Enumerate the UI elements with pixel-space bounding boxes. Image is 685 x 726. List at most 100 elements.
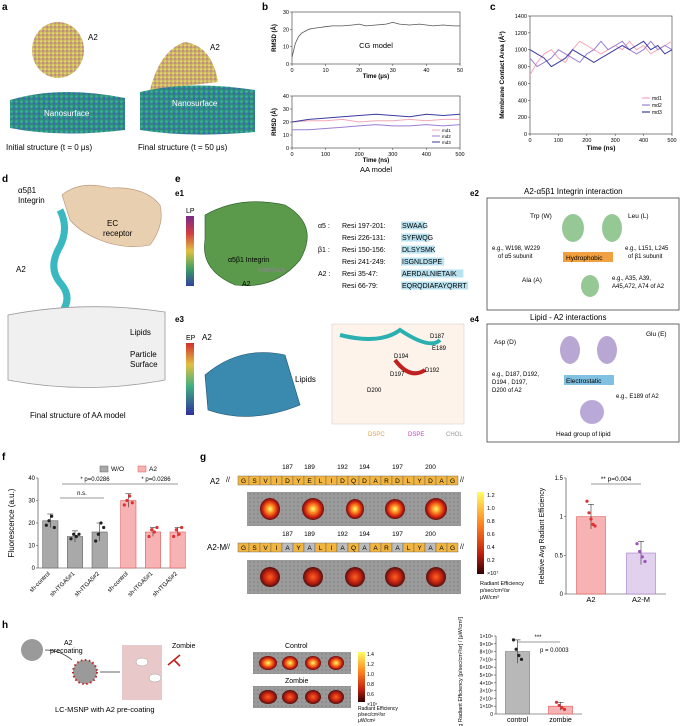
y-tick-label: 0: [286, 62, 289, 68]
legend-dspc: DSPC: [368, 432, 385, 438]
seq-letter: L: [319, 545, 323, 552]
h-scale-tick: 0.8: [367, 682, 374, 688]
seq-cell: [446, 475, 459, 486]
x-tick-label: 20: [356, 68, 362, 74]
seq-number: 197: [392, 464, 403, 471]
y-tick-label: 10: [28, 544, 35, 550]
x-tick-label: 500: [667, 138, 676, 144]
res-d194: D194: [394, 354, 409, 360]
data-point: [102, 525, 106, 530]
e2-trp-surface: [562, 214, 584, 242]
cg-rmsd-line: [291, 21, 460, 58]
data-point: [74, 534, 78, 539]
e3-a2-label: A2: [202, 333, 212, 342]
g-a2-blob-2: [302, 498, 324, 520]
panel-label-e3: e3: [175, 315, 184, 324]
residue-seq: AERDALNIETAIK: [402, 271, 457, 278]
residue-highlight: [401, 221, 425, 230]
residue-seq: ISGNLDSPE: [402, 259, 442, 266]
e2-note3b: A45,A72, A74 of A2: [612, 284, 665, 290]
y-tick-label: 30: [283, 10, 289, 16]
e1-residue-list: α5 : Resi 197-201: SWAAG Resi 226-131: SY…: [318, 221, 469, 290]
residue-range: Resi 197-201:: [342, 223, 386, 230]
residue-range: Resi 35-47:: [342, 271, 378, 278]
data-point: [557, 703, 561, 708]
residue-highlight: [401, 269, 464, 278]
x-tick-label: 400: [639, 138, 648, 144]
data-point: [638, 549, 642, 554]
e2-leu: Leu (L): [628, 213, 649, 220]
particle-label-1: Particle: [130, 350, 157, 359]
e2-note1b: of α5 subunit: [498, 254, 533, 260]
g-a2m-seq-label: A2-M: [207, 543, 226, 552]
e2-hydrophobic: Hydrophobic: [566, 255, 603, 262]
e4-note1b: D194 , D197,: [492, 380, 528, 386]
res-e189: E189: [432, 346, 447, 352]
g-scale-ticks: 1.2 1.0 0.8 0.6 0.4 0.2 ×10⁷: [487, 493, 498, 577]
seq-letter: R: [384, 545, 389, 552]
seq-letter: Y: [296, 545, 301, 552]
g-a2m-blob-5: [426, 567, 446, 587]
seq-cell: [446, 542, 459, 553]
data-point: [147, 534, 151, 539]
particle-label-2: Surface: [130, 360, 158, 369]
x-tick-label: 40: [423, 68, 429, 74]
e4-note2: e.g., E189 of A2: [616, 394, 659, 400]
plot-frame: [291, 11, 461, 65]
x-tick-label: sh-control: [29, 571, 52, 594]
y-tick-label: 7×10⁸: [480, 657, 493, 663]
h-control-blob-2: [282, 656, 298, 670]
chart-g: 0 0.5 1 1.5 Relative Avg Radiant Efficiency A…: [539, 476, 666, 604]
panel-g: A2 //G S V I D Y E L I D Q D A R D L Y D A G// 187 189 192 194…: [207, 464, 524, 601]
c-legend-label: md2: [652, 103, 662, 109]
seq-letter: L: [319, 478, 323, 485]
seq-letter: D: [340, 478, 345, 485]
plot-frame: [291, 95, 461, 149]
e1-a2-label: A2: [242, 281, 251, 288]
data-point: [517, 653, 521, 658]
residue-range: Resi 150-156:: [342, 247, 386, 254]
y-tick-label: 20: [283, 27, 289, 33]
g-scale-tick: 0.2: [487, 558, 495, 564]
data-point: [174, 528, 178, 532]
seq-number: 189: [304, 464, 315, 471]
h-zombie-label: Zombie: [172, 643, 195, 650]
g-nums-a2m: 187 189 192 194 197 200: [282, 531, 436, 538]
ep-colorbar: [186, 343, 194, 415]
g-a2-blob-4: [385, 499, 405, 519]
y-tick-label: 1.5: [555, 476, 564, 482]
seq-letter: I: [331, 478, 333, 485]
e2-ala: Ala (A): [522, 277, 542, 284]
seq-letter: A: [439, 545, 444, 552]
seq-letter: S: [252, 478, 257, 485]
g-scale-tick: 0.4: [487, 545, 495, 551]
x-tick-label: 200: [582, 138, 591, 144]
integrin-label-1: α5β1: [18, 186, 37, 195]
seq-letter: D: [395, 478, 400, 485]
seq-letter: I: [276, 545, 278, 552]
h-scale-caption-2: p/sec/cm²/sr: [358, 712, 386, 718]
g-a2m-blob-4: [385, 567, 405, 587]
g-a2m-blob-3: [345, 567, 365, 587]
data-point: [511, 638, 516, 642]
e2-trp: Trp (W): [530, 213, 552, 220]
nanosurface-initial: [10, 91, 125, 134]
g-seq-a2: //G S V I D Y E L I D Q D A R D L Y D A G//: [226, 475, 464, 486]
y-axis-label: RMSD (Å): [271, 108, 278, 136]
sig-p: p = 0.0003: [540, 648, 569, 654]
seq-letter: Y: [417, 545, 422, 552]
h-control-blob-4: [328, 656, 344, 670]
e2-note2b: of β1 subunit: [628, 254, 663, 260]
caption-final: Final structure (t = 50 μs): [138, 143, 228, 152]
x-tick-label: 30: [390, 68, 396, 74]
y-tick-label: 0: [524, 132, 527, 138]
panel-h: A2 precoating Zombie LC-MSNP with A2 pre…: [21, 639, 398, 724]
h-scale-tick: 1.0: [367, 672, 374, 678]
seq-letter: A: [362, 545, 367, 552]
seq-letter: A: [439, 478, 444, 485]
data-point: [96, 532, 100, 536]
g-scale-tick: 0.8: [487, 519, 495, 525]
x-tick-label: 500: [455, 152, 464, 158]
contact-line-md3: [529, 40, 673, 68]
